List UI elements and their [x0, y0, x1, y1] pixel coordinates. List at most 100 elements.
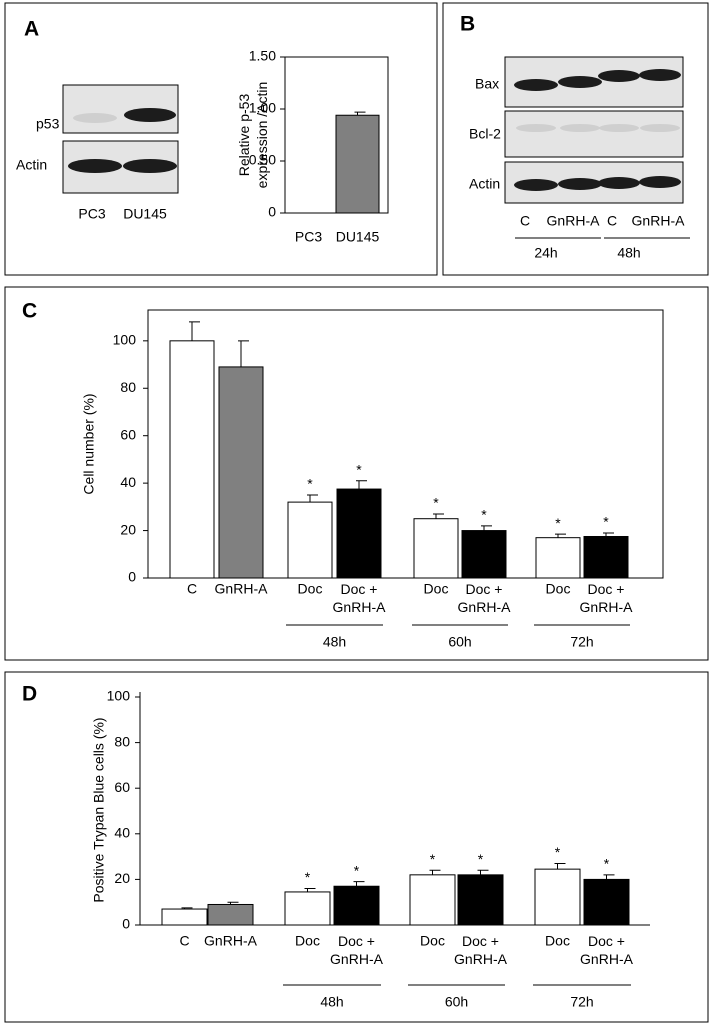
panel-letter: D [22, 683, 37, 706]
panel-frame [442, 2, 709, 276]
significance-mark: * [481, 507, 487, 523]
blot [504, 56, 690, 239]
error-bar [353, 881, 365, 887]
blot-lane-label: GnRH-A [547, 213, 601, 229]
y-tick-label: 100 [113, 332, 137, 348]
error-bar [227, 901, 239, 905]
y-axis-label: Cell number (%) [81, 393, 97, 494]
bar [333, 885, 380, 926]
error-bar [189, 321, 200, 341]
y-tick-label: 40 [114, 825, 130, 841]
error-bar [429, 869, 441, 875]
x-tick-label: Doc + GnRH-A [333, 581, 387, 615]
x-tick-label: Doc [420, 933, 445, 949]
y-tick-label: 0 [128, 569, 136, 585]
x-tick-label: GnRH-A [204, 933, 258, 949]
blot-lane-label: C [520, 213, 530, 229]
bar [207, 903, 254, 926]
error-bar [477, 869, 489, 875]
bar [413, 518, 459, 579]
y-tick-label: 80 [120, 379, 136, 395]
y-tick-label: 20 [120, 521, 136, 537]
y-tick-label: 20 [114, 870, 130, 886]
bar [287, 501, 333, 579]
blot-row-label: Bax [475, 76, 499, 92]
bar [169, 340, 215, 579]
bar [336, 488, 382, 579]
error-bar [603, 532, 614, 537]
y-tick-label: 0 [122, 916, 130, 932]
x-tick-label: Doc [546, 581, 571, 597]
y-axis-label: Positive Trypan Blue cells (%) [91, 717, 107, 902]
y-tick-label: 1.50 [249, 48, 276, 64]
blot-row-label: Actin [469, 176, 500, 192]
error-bar [603, 874, 615, 880]
error-bar [304, 888, 316, 892]
panel-letter: A [24, 18, 39, 41]
blot-group-label: 48h [617, 245, 640, 261]
x-tick-label: Doc [295, 933, 320, 949]
error-bar [433, 513, 444, 519]
x-tick-label: Doc [545, 933, 570, 949]
panel-frame [4, 2, 438, 276]
panel-frame [4, 286, 709, 661]
y-tick-label: 1.00 [249, 100, 276, 116]
x-tick-label: Doc [424, 581, 449, 597]
significance-mark: * [433, 495, 439, 511]
y-tick-label: 100 [107, 688, 131, 704]
x-tick-label: Doc + GnRH-A [330, 933, 384, 967]
y-tick-label: 60 [114, 779, 130, 795]
bar [218, 366, 264, 579]
significance-mark: * [604, 856, 610, 872]
blot-lane-label: PC3 [78, 206, 105, 222]
significance-mark: * [478, 851, 484, 867]
error-bar [354, 111, 366, 116]
bar [583, 535, 629, 579]
y-tick-label: 0 [268, 204, 276, 220]
error-bar [307, 494, 318, 503]
panel-frame [4, 671, 709, 1023]
blot [62, 84, 179, 194]
y-tick-label: 60 [120, 426, 136, 442]
y-tick-label: 0.50 [249, 152, 276, 168]
blot-row-label: Bcl-2 [469, 126, 501, 142]
x-tick-label: Doc + GnRH-A [580, 581, 634, 615]
x-tick-label: Doc + GnRH-A [458, 581, 512, 615]
bar [535, 537, 581, 579]
bar [534, 868, 581, 926]
blot-row-label: p53 [36, 116, 60, 132]
error-bar [356, 480, 367, 490]
significance-mark: * [354, 862, 360, 878]
panel-letter: B [460, 13, 475, 36]
x-tick-label: Doc [298, 581, 323, 597]
x-tick-label: C [187, 581, 197, 597]
x-tick-label: Doc + GnRH-A [454, 933, 508, 967]
error-bar [555, 533, 566, 538]
significance-mark: * [307, 476, 313, 492]
blot-lane-label: DU145 [123, 206, 167, 222]
bar [409, 874, 456, 926]
error-bar [481, 525, 492, 531]
x-tick-label: Doc + GnRH-A [580, 933, 634, 967]
y-tick-label: 80 [114, 733, 130, 749]
x-tick-label: DU145 [336, 229, 380, 245]
y-tick-label: 40 [120, 474, 136, 490]
blot-row-label: Actin [16, 157, 47, 173]
blot-lane-label: GnRH-A [632, 213, 686, 229]
x-tick-label: C [179, 933, 189, 949]
significance-mark: * [356, 461, 362, 477]
significance-mark: * [603, 514, 609, 530]
group-label: 60h [448, 634, 471, 650]
group-label: 60h [445, 994, 468, 1010]
x-tick-label: GnRH-A [215, 581, 269, 597]
blot-group-label: 24h [534, 245, 557, 261]
group-label: 72h [570, 994, 593, 1010]
group-label: 48h [323, 634, 346, 650]
y-axis-label: Relative p-53 expression /Actin [236, 82, 270, 189]
error-bar [181, 907, 193, 910]
significance-mark: * [430, 851, 436, 867]
bar [335, 114, 380, 214]
bar [457, 874, 504, 926]
significance-mark: * [555, 844, 561, 860]
